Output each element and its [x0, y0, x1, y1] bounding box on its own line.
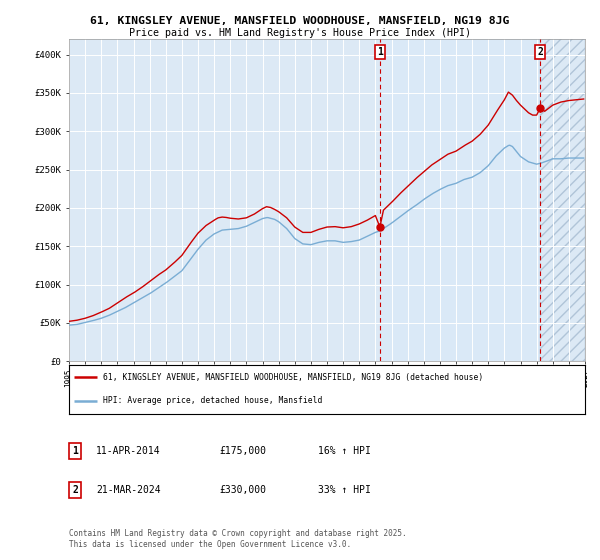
Text: Price paid vs. HM Land Registry's House Price Index (HPI): Price paid vs. HM Land Registry's House … [129, 28, 471, 38]
Text: 61, KINGSLEY AVENUE, MANSFIELD WOODHOUSE, MANSFIELD, NG19 8JG: 61, KINGSLEY AVENUE, MANSFIELD WOODHOUSE… [91, 16, 509, 26]
Text: Contains HM Land Registry data © Crown copyright and database right 2025.
This d: Contains HM Land Registry data © Crown c… [69, 529, 407, 549]
Bar [380, 39, 540, 361]
Text: 11-APR-2014: 11-APR-2014 [96, 446, 161, 456]
Bar [540, 39, 585, 361]
Text: 2: 2 [537, 47, 543, 57]
Text: 1: 1 [377, 47, 383, 57]
Text: 61, KINGSLEY AVENUE, MANSFIELD WOODHOUSE, MANSFIELD, NG19 8JG (detached house): 61, KINGSLEY AVENUE, MANSFIELD WOODHOUSE… [103, 373, 483, 382]
Text: 2: 2 [72, 485, 78, 495]
Text: £330,000: £330,000 [219, 485, 266, 495]
Text: 1: 1 [72, 446, 78, 456]
Text: £175,000: £175,000 [219, 446, 266, 456]
Text: 21-MAR-2024: 21-MAR-2024 [96, 485, 161, 495]
Text: HPI: Average price, detached house, Mansfield: HPI: Average price, detached house, Mans… [103, 396, 322, 405]
Text: 33% ↑ HPI: 33% ↑ HPI [318, 485, 371, 495]
Text: 16% ↑ HPI: 16% ↑ HPI [318, 446, 371, 456]
